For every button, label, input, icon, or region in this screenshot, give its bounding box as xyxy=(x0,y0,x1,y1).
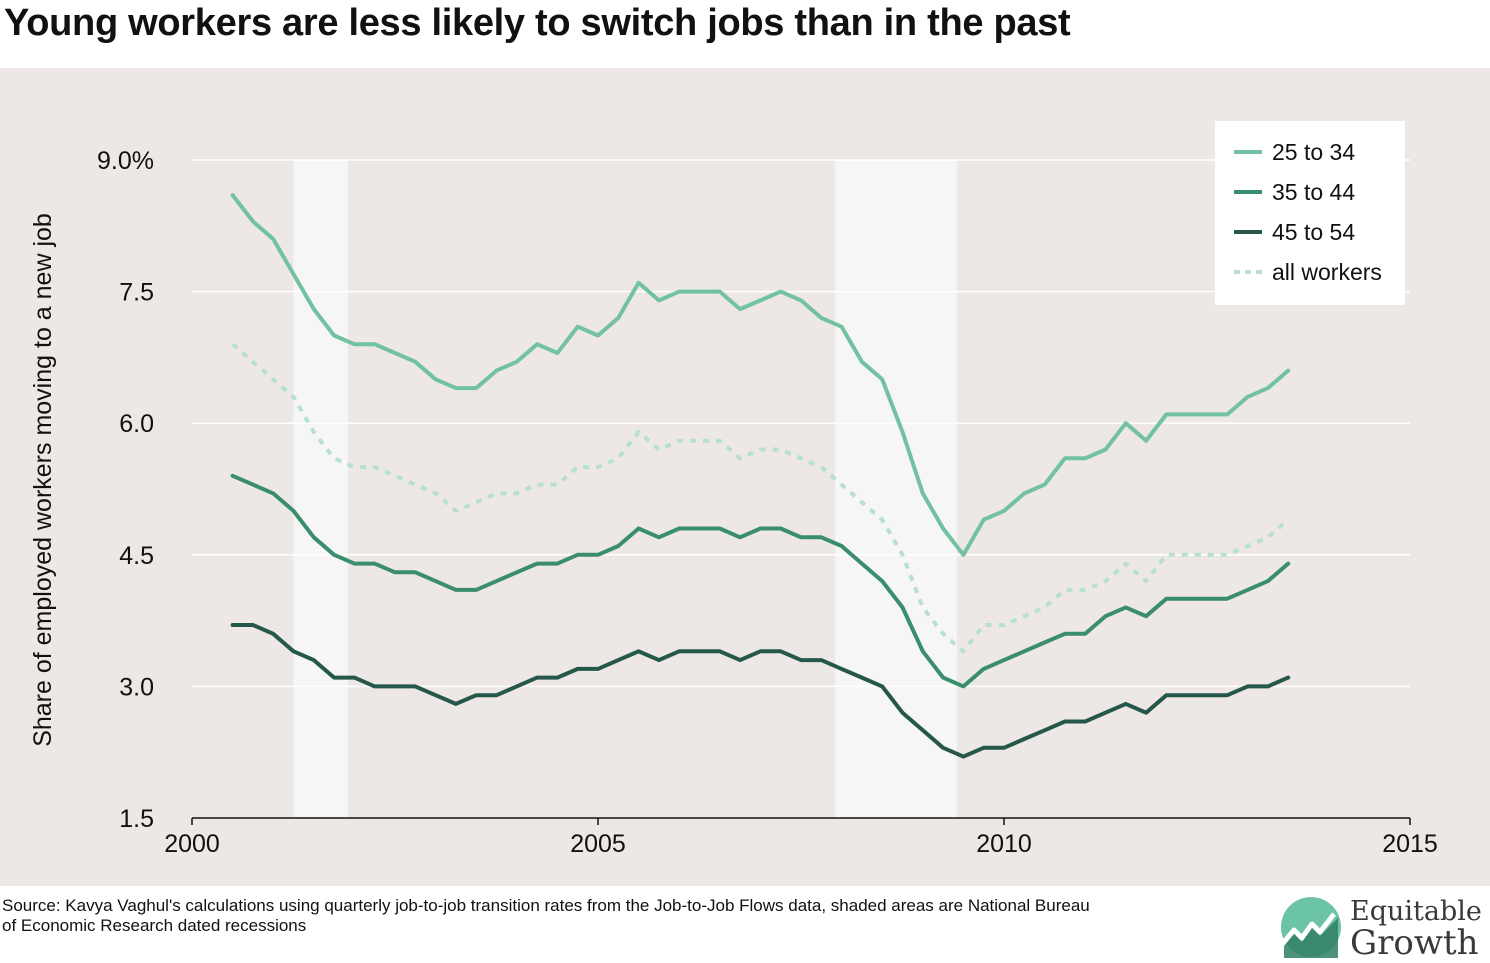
logo-line-2: Growth xyxy=(1350,923,1479,963)
series-line-35-to-44 xyxy=(230,473,1291,689)
logo-wordmark: Equitable Growth xyxy=(1350,896,1482,963)
y-axis-label: Share of employed workers moving to a ne… xyxy=(29,213,57,747)
series-line-all-workers xyxy=(231,342,1290,654)
x-tick-label: 2005 xyxy=(570,830,626,858)
y-tick-label: 6.0 xyxy=(119,410,154,438)
source-note: Source: Kavya Vaghul's calculations usin… xyxy=(2,896,1090,935)
y-tick-label: 7.5 xyxy=(119,279,154,307)
y-tick-label: 9.0% xyxy=(97,147,154,175)
legend-label: 45 to 54 xyxy=(1272,219,1355,245)
growth-chart-icon xyxy=(1281,897,1341,958)
legend-label: all workers xyxy=(1272,259,1382,285)
legend: 25 to 34 35 to 44 45 to 54 all workers xyxy=(1215,121,1405,305)
series-lines xyxy=(230,193,1291,759)
legend-label: 35 to 44 xyxy=(1272,179,1355,205)
logo-line-1: Equitable xyxy=(1350,896,1482,927)
recession-band-2 xyxy=(835,160,957,818)
y-tick-label: 4.5 xyxy=(119,542,154,570)
x-tick-label: 2010 xyxy=(976,830,1032,858)
equitable-growth-logo: Equitable Growth xyxy=(1278,896,1490,963)
series-line-25-to-34 xyxy=(230,193,1291,557)
x-tick-label: 2015 xyxy=(1382,830,1438,858)
x-tick-label: 2000 xyxy=(164,830,220,858)
y-tick-label: 3.0 xyxy=(119,673,154,701)
series-line-45-to-54 xyxy=(230,623,1291,759)
recession-band-1 xyxy=(293,160,348,818)
chart-title: Young workers are less likely to switch … xyxy=(4,2,1071,44)
legend-label: 25 to 34 xyxy=(1272,139,1355,165)
axes: Share of employed workers moving to a ne… xyxy=(29,147,1438,858)
recession-bands xyxy=(293,160,957,818)
y-tick-label: 1.5 xyxy=(119,805,154,833)
